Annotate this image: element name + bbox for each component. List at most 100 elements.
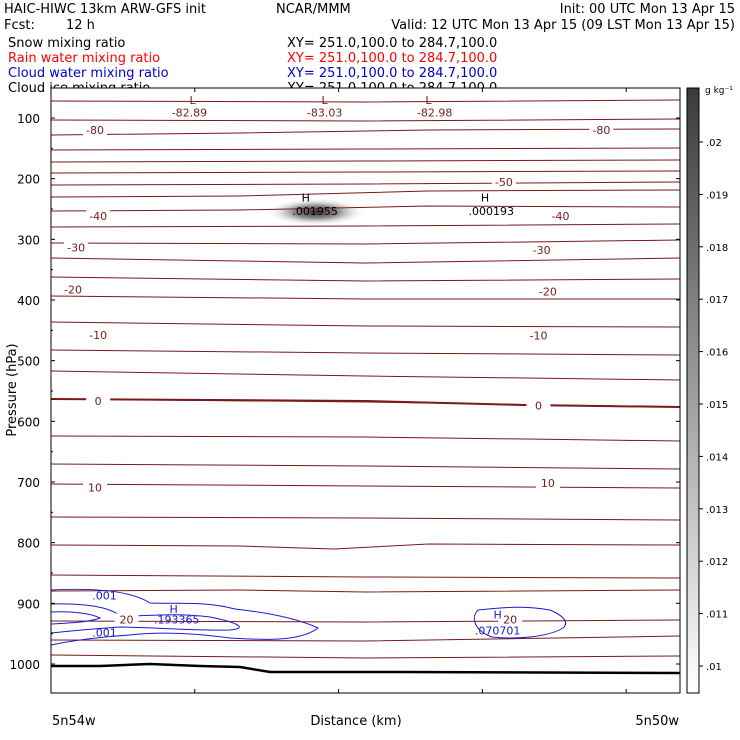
header-fcst-value: 12 h: [66, 18, 95, 33]
isotherm-label: 20: [503, 614, 517, 627]
isotherm-label: -40: [552, 210, 570, 223]
colorbar-tick-label: .013: [706, 505, 728, 516]
cloud-water-label: .001: [92, 589, 117, 602]
field-legend: Snow mixing ratio XY= 251.0,100.0 to 284.…: [8, 36, 520, 96]
isotherm-label: -20: [539, 285, 557, 298]
y-tick-label: 900: [17, 597, 40, 611]
label-background: [589, 123, 614, 136]
isotherm-line: [50, 170, 681, 174]
label-background: [86, 395, 111, 408]
label-background: [114, 613, 139, 626]
isotherm-line: [50, 349, 681, 356]
y-tick-label: 1000: [9, 658, 40, 672]
y-tick-label: 600: [17, 415, 40, 429]
isotherm-line: [50, 295, 680, 300]
y-tick-label: 400: [17, 294, 40, 308]
label-background: [526, 329, 551, 342]
isotherm-line: [50, 370, 681, 381]
colorbar-tick-label: .018: [706, 243, 728, 254]
isotherm-label: -30: [533, 244, 551, 257]
isotherm-line: [50, 619, 681, 623]
legend-row-xy: XY= 251.0,100.0 to 284.7,100.0: [287, 36, 497, 51]
label-background: [86, 210, 111, 223]
temperature-contours: [50, 99, 681, 659]
isotherm-label: 20: [119, 614, 133, 627]
y-axis-title: Pressure (hPa): [5, 343, 20, 436]
label-background: [86, 329, 111, 342]
isotherm-line: [50, 99, 681, 103]
contour-labels: -80 -80 -50 -40 -40 -30 -30 -20 -20 -10 -10 0 0 10 10 2…: [61, 123, 614, 639]
x-tick-label-start: 5n54w: [52, 714, 96, 729]
colorbar-tick-label: .019: [706, 190, 728, 201]
isotherm-line: [50, 321, 681, 328]
label-background: [83, 123, 108, 136]
cloud-water-contour: [50, 588, 319, 646]
plot-area: [51, 88, 680, 693]
extremum-marker: L: [322, 94, 329, 107]
isotherm-label: 0: [535, 399, 542, 412]
cloud-water-label: .001: [92, 626, 117, 639]
colorbar-tick-label: .015: [706, 400, 728, 411]
extremum-marker: H: [493, 608, 501, 621]
legend-row-name: Cloud water mixing ratio: [8, 66, 169, 81]
header-title: HAIC-HIWC 13km ARW-GFS init: [4, 2, 206, 17]
label-background: [529, 244, 554, 257]
colorbar-tick-label: .016: [706, 348, 728, 359]
isotherm-line: [50, 257, 681, 264]
isotherm-label: -80: [592, 124, 610, 137]
isotherm-line: [50, 463, 681, 470]
label-background: [83, 481, 108, 494]
isotherm-label: -80: [86, 124, 104, 137]
legend-row-name: Rain water mixing ratio: [8, 51, 160, 66]
isotherm-line: [50, 589, 681, 593]
isotherm-line: [50, 181, 681, 186]
colorbar-ticks: .02 .019 .018 .017 .016 .015 .014 .013 .012 .011.…: [699, 138, 728, 673]
isotherm-label: -50: [495, 176, 513, 189]
isotherm-line: [50, 635, 681, 642]
isotherm-label: -30: [67, 242, 85, 255]
extremum-marker: L: [189, 94, 196, 107]
legend-row-xy: XY= 251.0,100.0 to 284.7,100.0: [287, 51, 497, 66]
isotherm-label: -40: [89, 210, 107, 223]
isotherm-line: [50, 435, 681, 442]
isotherm-line: [50, 574, 681, 579]
extremum-value: -82.98: [417, 107, 452, 120]
colorbar-tick-label: .014: [706, 452, 728, 463]
isotherm-line: [50, 516, 681, 521]
isotherm-line: [50, 189, 681, 198]
cloud-water-contour: [473, 606, 567, 639]
isotherm-label: 10: [88, 481, 102, 494]
extremum-marker: L: [425, 94, 432, 107]
header-fcst-label: Fcst:: [4, 18, 35, 33]
label-background: [498, 613, 523, 626]
label-background: [491, 176, 516, 189]
isotherm-line: [50, 118, 681, 122]
isotherm-line: [50, 483, 681, 489]
isotherm-line: [50, 223, 681, 228]
y-tick-label: 100: [17, 112, 40, 126]
y-tick-label: 300: [17, 233, 40, 247]
extremum-value: .193365: [154, 614, 200, 627]
colorbar-unit: g kg⁻¹: [705, 86, 733, 96]
isotherm-line: [50, 543, 681, 550]
label-background: [535, 285, 560, 298]
extrema-markers: L-82.89L-83.03L-82.98H.001955H.000193H.1…: [154, 94, 520, 638]
extremum-value: -83.03: [307, 107, 342, 120]
extremum-value: .000193: [469, 205, 515, 218]
colorbar-tick-label: .02: [706, 138, 722, 149]
y-tick-label: 500: [17, 355, 40, 369]
isotherm-line: [50, 205, 681, 212]
isotherm-line: [50, 654, 681, 659]
x-axis-title: Distance (km): [310, 714, 401, 729]
isotherm-label: -10: [529, 330, 547, 343]
y-tick-label: 800: [17, 537, 40, 551]
isotherm-line: [50, 239, 681, 245]
colorbar-tick-label: .011: [706, 610, 728, 621]
isotherm-label: -20: [64, 284, 82, 297]
colorbar: [686, 87, 700, 694]
y-tick-label: 700: [17, 476, 40, 490]
extremum-value: -82.89: [172, 107, 207, 120]
extremum-value: .070701: [475, 625, 521, 638]
snow-maximum-shading: [266, 198, 366, 226]
